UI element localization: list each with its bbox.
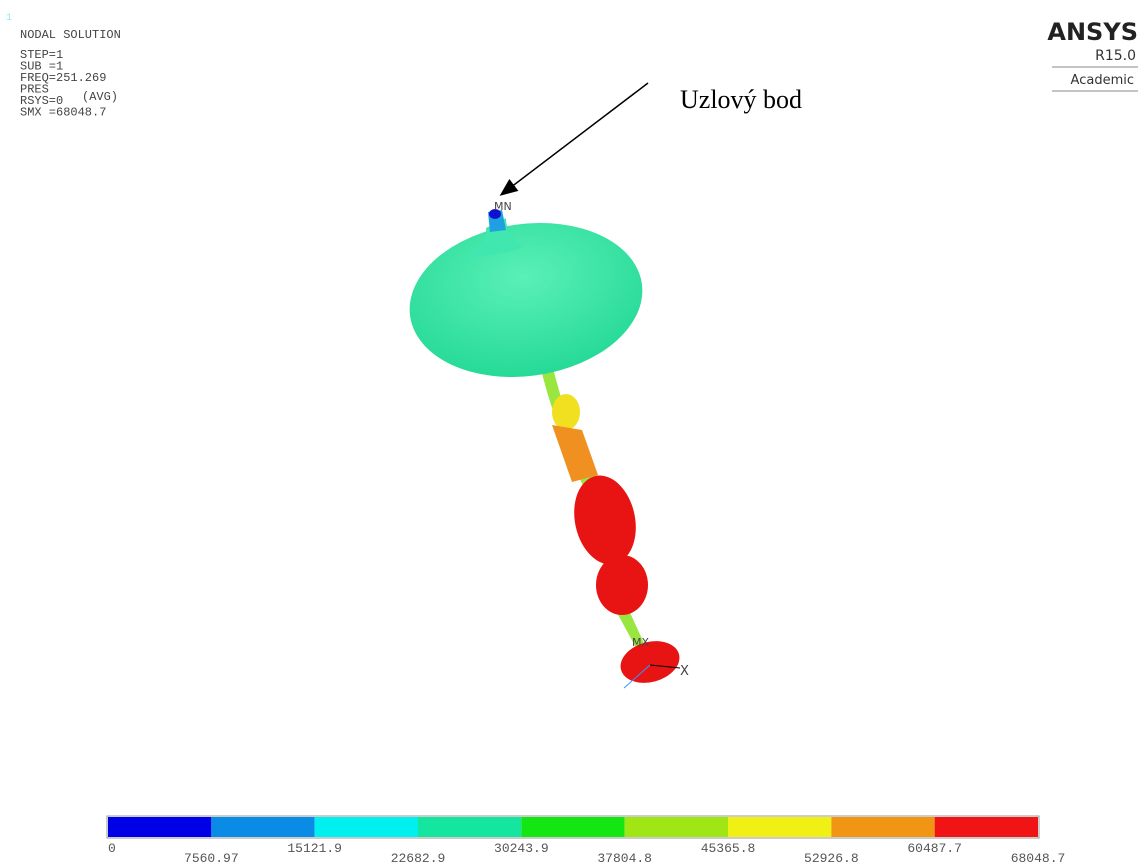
legend-swatch [831,817,935,837]
info-line: SMX =68048.7 [20,106,106,120]
info-line: FREQ=251.269 [20,71,106,85]
segment [552,425,598,482]
segment [552,394,580,430]
arrow [499,82,649,196]
segment [596,555,648,615]
axis-label: X [680,664,689,679]
legend-label: 45365.8 [701,841,756,856]
disc [409,222,643,378]
logo-version: R15.0 [1095,48,1136,64]
title: NODAL SOLUTION [20,28,121,42]
info-line: RSYS=0 [20,94,63,108]
legend: 0 7560.97 15121.9 22682.9 30243.9 37804.8 4536… [108,817,1065,866]
legend-swatch [418,817,522,837]
max-label: MX [632,636,649,649]
info-line: SUB =1 [20,60,63,74]
avg: (AVG) [82,90,118,104]
legend-label: 22682.9 [391,851,446,866]
legend-label: 68048.7 [1011,851,1066,866]
axis [649,664,681,669]
legend-swatch [314,817,418,837]
model [409,209,681,689]
legend-label: 60487.7 [907,841,962,856]
legend-frame [106,815,1040,839]
tip [489,209,501,219]
axis [623,664,651,689]
legend-label: 15121.9 [287,841,342,856]
logo-edition: Academic [1071,73,1134,88]
logo-name: ANSYS [1047,18,1138,46]
legend-swatch [624,817,728,837]
min-label: MN [494,200,512,213]
annotation: Uzlový bod [680,85,802,114]
legend-label: 0 [108,841,116,856]
segment [574,475,636,565]
legend-swatch [108,817,212,837]
info-line: PRES [20,83,49,97]
legend-swatch [211,817,315,837]
base [620,641,680,683]
legend-swatch [934,817,1038,837]
legend-swatch [728,817,832,837]
cone [460,218,522,260]
legend-label: 7560.97 [184,851,239,866]
info-line: STEP=1 [20,48,63,62]
legend-label: 52926.8 [804,851,859,866]
window-number: 1 [6,13,12,24]
legend-label: 37804.8 [597,851,652,866]
legend-label: 30243.9 [494,841,549,856]
legend-swatch [521,817,625,837]
